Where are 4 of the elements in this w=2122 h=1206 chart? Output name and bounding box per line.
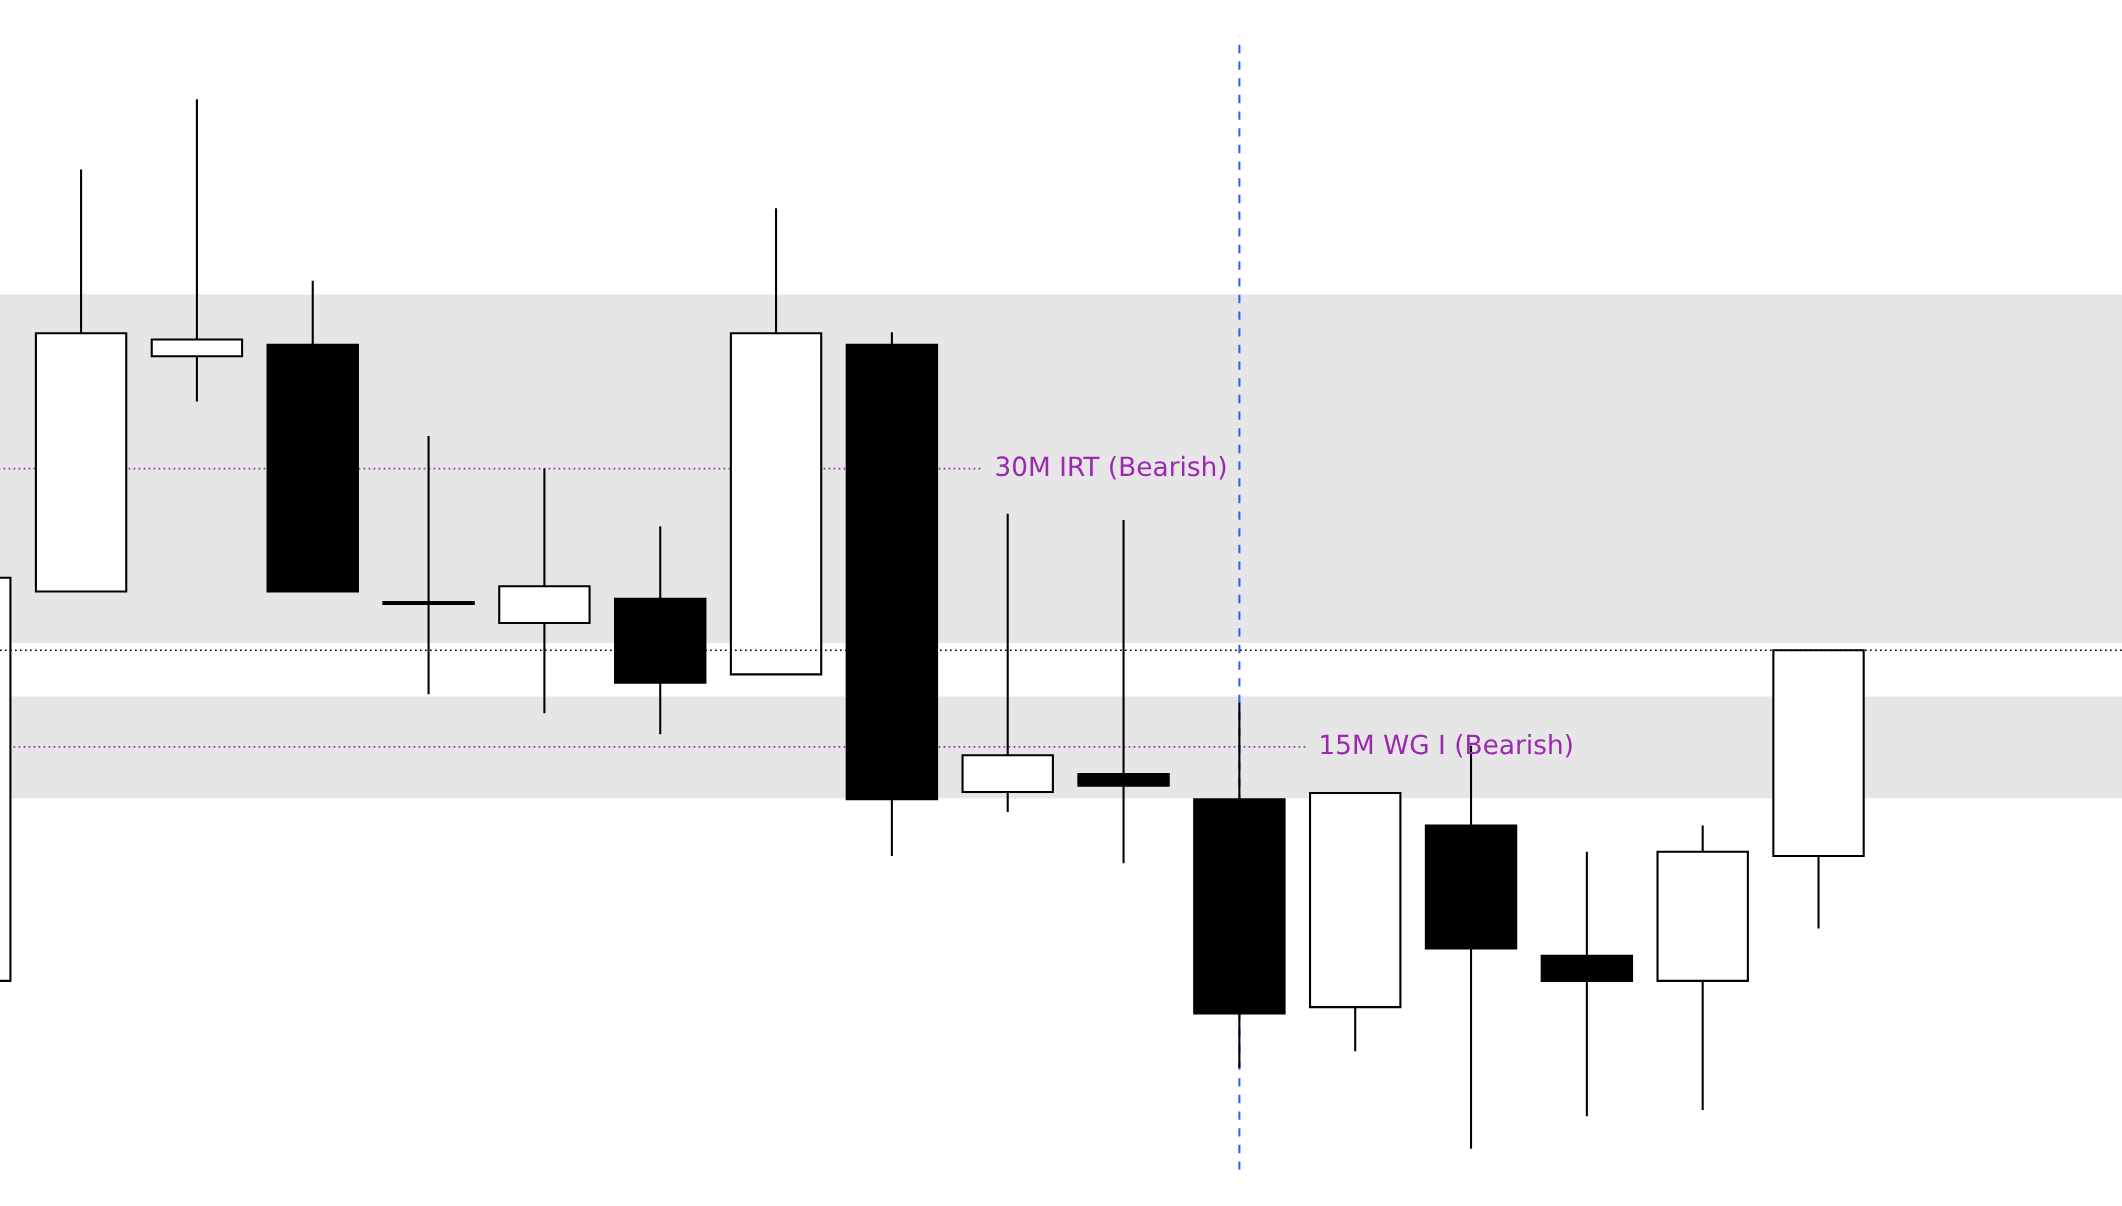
candlestick: [150, 98, 244, 403]
ref-line-label: 15M WG I (Bearish): [1321, 734, 1572, 758]
ref-line-label: 30M IRT (Bearish): [996, 455, 1226, 480]
candlestick: [1540, 850, 1634, 1118]
